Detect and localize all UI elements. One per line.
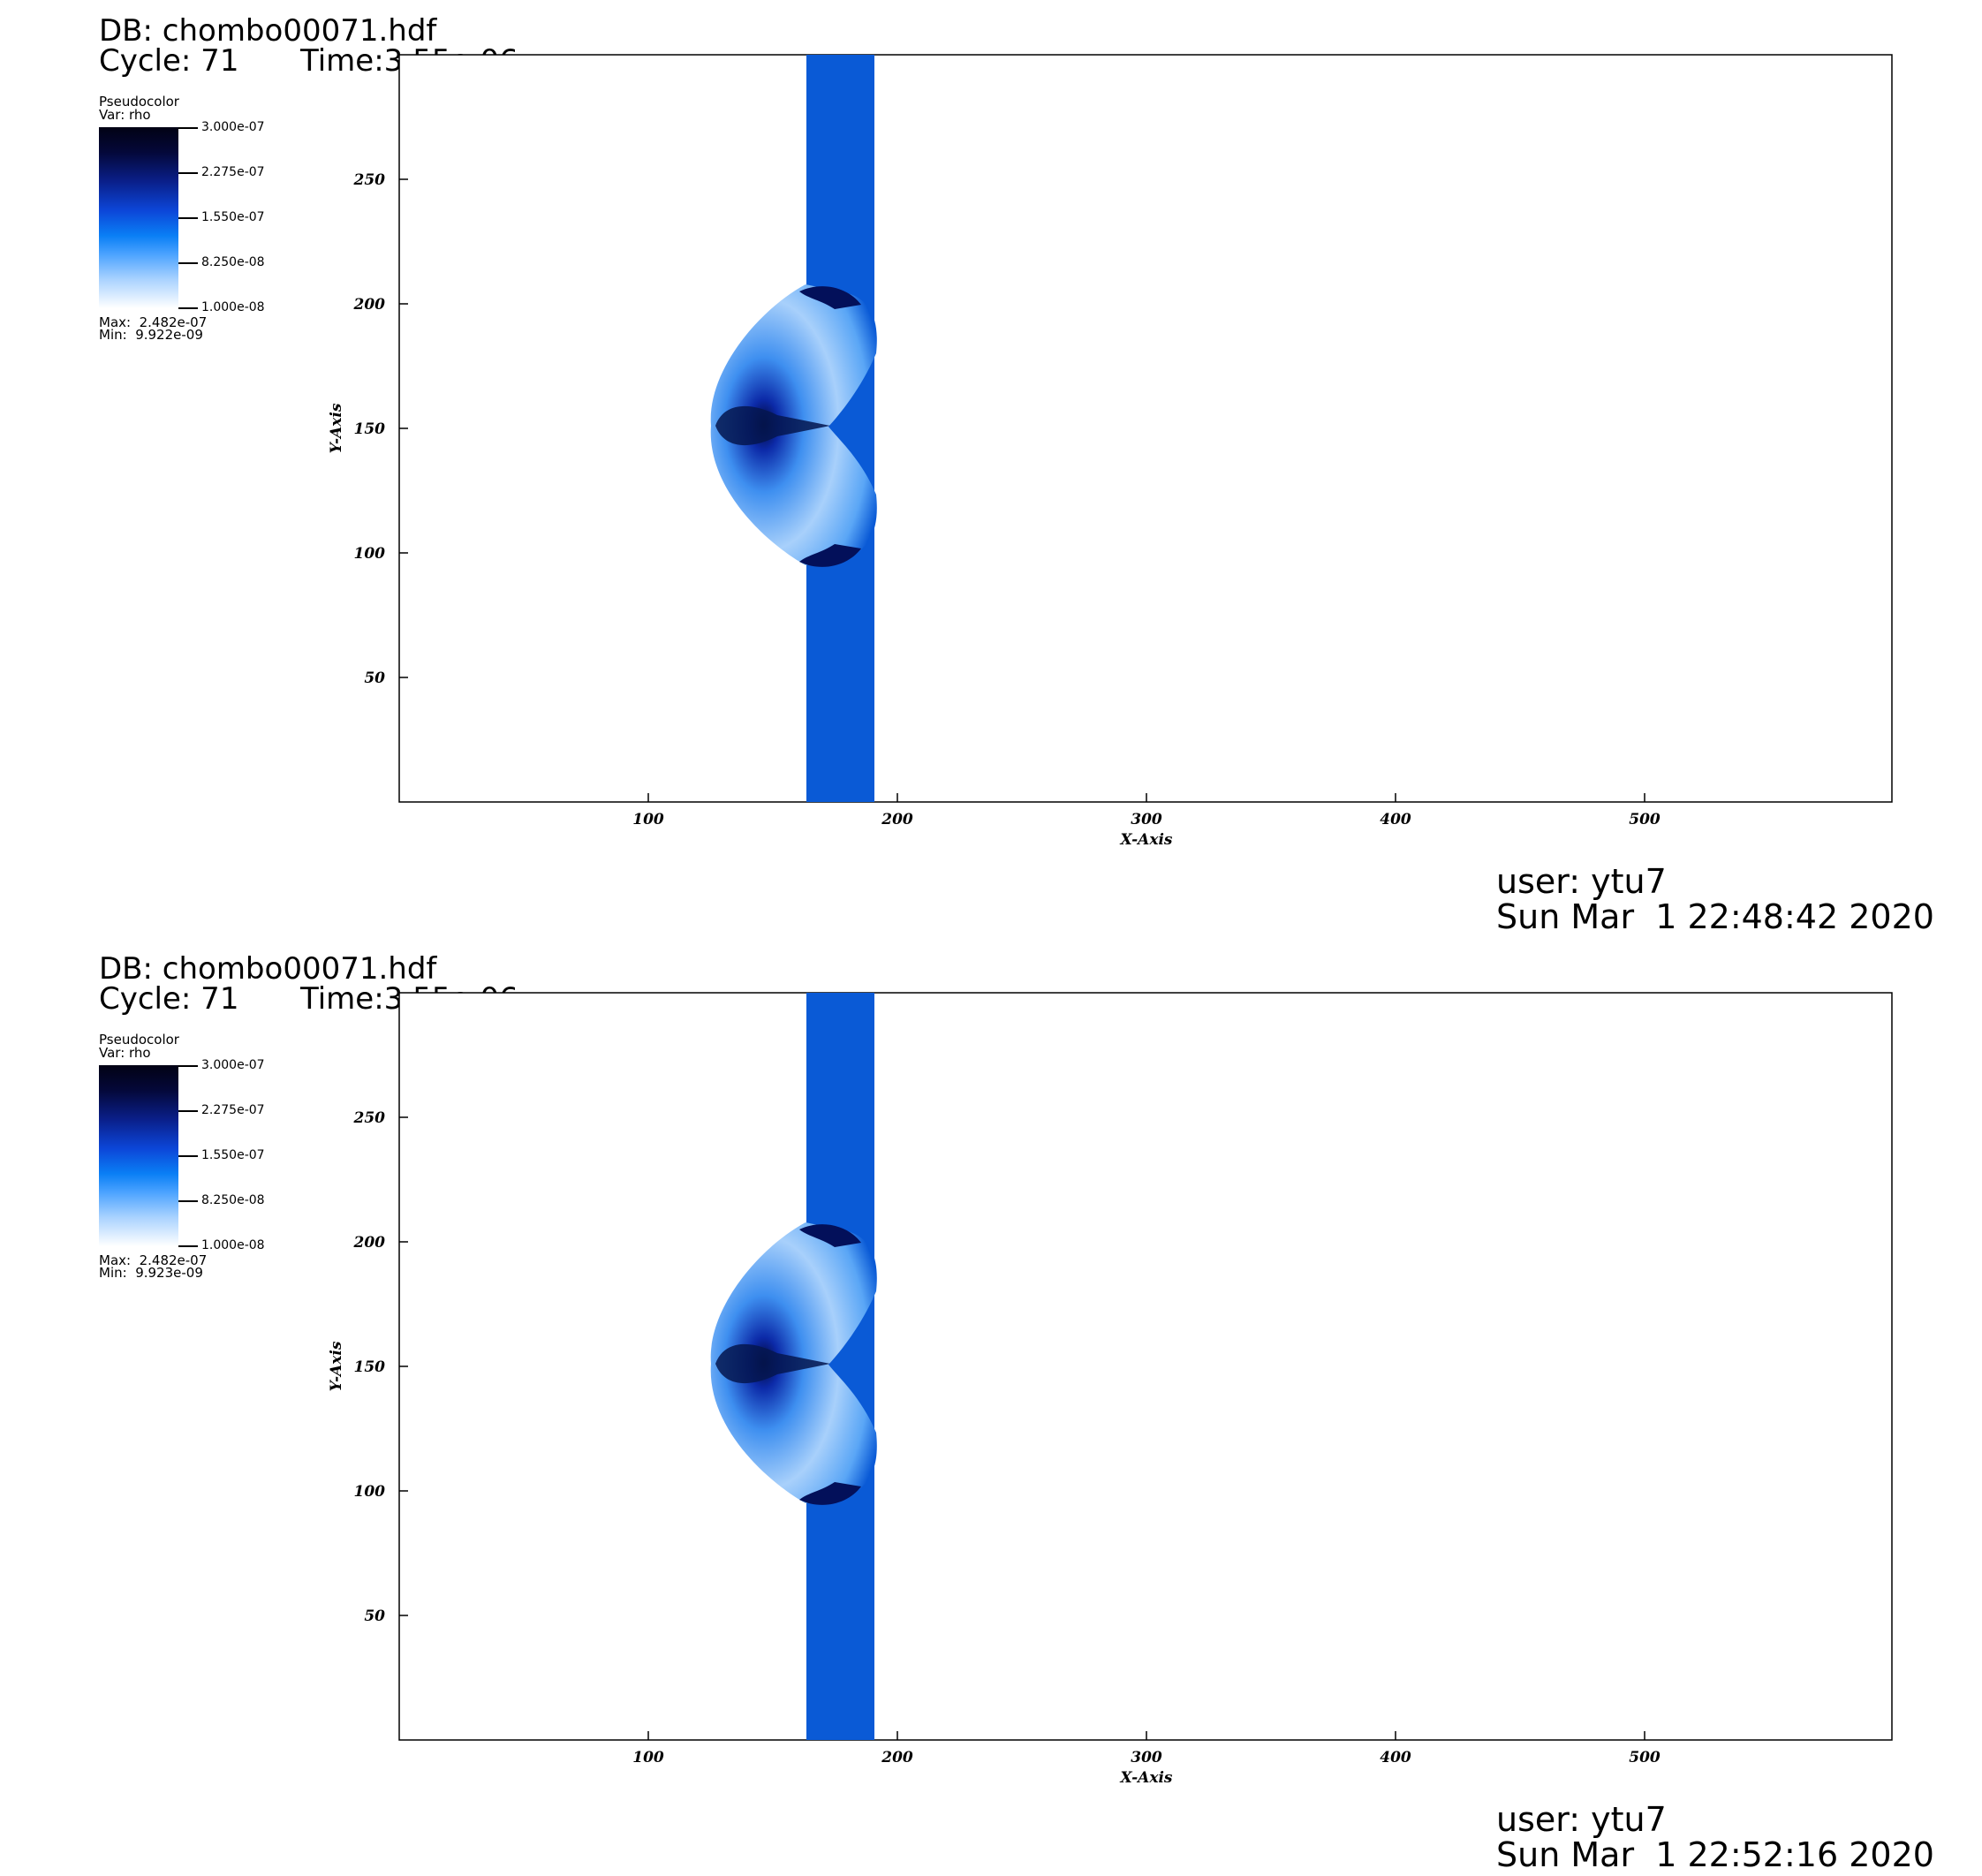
- upper-vortex: [799, 286, 861, 309]
- colorbar-tick: [178, 172, 198, 174]
- x-axis-ticks: [647, 793, 1645, 802]
- legend-max: Max: 2.482e-07: [99, 1252, 208, 1268]
- y-tick-label: 200: [353, 296, 386, 314]
- user-label: user: ytu7: [1496, 862, 1667, 901]
- y-tick-label: 100: [354, 545, 386, 563]
- database-label: DB: chombo00071.hdf: [99, 951, 437, 987]
- y-tick-label: 250: [353, 1109, 386, 1127]
- legend-min: Min: 9.923e-09: [99, 1265, 203, 1281]
- lower-vortex: [799, 544, 861, 567]
- x-axis-title: X-Axis: [1120, 831, 1173, 849]
- legend-variable: Var: rho: [99, 1045, 151, 1061]
- colorbar-tick: [178, 127, 198, 129]
- plot-frame: [398, 54, 1893, 803]
- colorbar-tick: [178, 1155, 198, 1157]
- colorbar-tick: [178, 262, 198, 264]
- x-tick-label: 300: [1131, 1749, 1162, 1766]
- colorbar-tick-label: 1.550e-07: [201, 210, 265, 224]
- colorbar-tick-label: 1.000e-08: [201, 1238, 265, 1252]
- y-tick-label: 50: [364, 1607, 385, 1625]
- colorbar-tick: [178, 1110, 198, 1112]
- pseudocolor-plot: 100 200 300 400 500 50 100 150 200 250 X…: [328, 992, 1893, 1787]
- colorbar: [99, 127, 178, 308]
- legend-title: Pseudocolor: [99, 94, 179, 110]
- colorbar-tick-label: 2.275e-07: [201, 1103, 265, 1117]
- database-label: DB: chombo00071.hdf: [99, 13, 437, 49]
- colorbar-tick-label: 1.000e-08: [201, 300, 265, 314]
- x-tick-label: 200: [881, 811, 913, 828]
- y-axis-title: Y-Axis: [328, 1341, 345, 1391]
- x-tick-label: 500: [1629, 1749, 1660, 1766]
- plot-frame: [398, 992, 1893, 1741]
- colorbar-tick-label: 3.000e-07: [201, 120, 265, 134]
- legend-min: Min: 9.922e-09: [99, 327, 203, 343]
- y-tick-label: 150: [354, 420, 386, 438]
- colorbar-tick-label: 3.000e-07: [201, 1058, 265, 1072]
- legend-max: Max: 2.482e-07: [99, 314, 208, 330]
- legend-title: Pseudocolor: [99, 1032, 179, 1048]
- y-tick-label: 200: [353, 1234, 386, 1252]
- colorbar-tick: [178, 1245, 198, 1247]
- x-tick-label: 200: [881, 1749, 913, 1766]
- y-tick-label: 150: [354, 1358, 386, 1376]
- y-axis-ticks: [399, 178, 408, 678]
- colorbar-tick: [178, 1065, 198, 1067]
- x-axis-title: X-Axis: [1120, 1769, 1173, 1787]
- lower-vortex: [799, 1482, 861, 1505]
- colorbar-tick-label: 2.275e-07: [201, 165, 265, 179]
- colorbar-tick: [178, 1200, 198, 1202]
- y-tick-label: 100: [354, 1483, 386, 1501]
- x-tick-label: 300: [1131, 811, 1162, 828]
- colorbar-tick-label: 8.250e-08: [201, 1193, 265, 1207]
- y-axis-ticks: [399, 1116, 408, 1616]
- y-tick-label: 250: [353, 171, 386, 189]
- x-tick-label: 400: [1380, 1749, 1411, 1766]
- colorbar-tick-label: 1.550e-07: [201, 1148, 265, 1162]
- legend-variable: Var: rho: [99, 107, 151, 123]
- core-region: [715, 1343, 830, 1384]
- x-tick-label: 100: [632, 811, 664, 828]
- pseudocolor-plot: 100 200 300 400 500 50 100 150 200 250 X…: [328, 54, 1893, 849]
- core-region: [715, 405, 830, 446]
- x-tick-label: 100: [632, 1749, 664, 1766]
- y-axis-title: Y-Axis: [328, 403, 345, 453]
- x-tick-label: 500: [1629, 811, 1660, 828]
- x-axis-ticks: [647, 1731, 1645, 1740]
- x-tick-label: 400: [1380, 811, 1411, 828]
- colorbar: [99, 1065, 178, 1246]
- visualization-panel-2: DB: chombo00071.hdf Cycle: 71 Time:3.55e…: [0, 938, 1982, 1876]
- colorbar-tick-label: 8.250e-08: [201, 255, 265, 269]
- y-tick-label: 50: [364, 669, 385, 687]
- colorbar-tick: [178, 217, 198, 219]
- colorbar-tick: [178, 307, 198, 309]
- cycle-label: Cycle: 71: [99, 43, 239, 79]
- visualization-panel-1: DB: chombo00071.hdf Cycle: 71 Time:3.55e…: [99, 13, 1934, 936]
- user-label: user: ytu7: [1496, 1800, 1667, 1839]
- cycle-label: Cycle: 71: [99, 981, 239, 1017]
- date-label: Sun Mar 1 22:48:42 2020: [1496, 897, 1934, 936]
- upper-vortex: [799, 1224, 861, 1247]
- date-label: Sun Mar 1 22:52:16 2020: [1496, 1835, 1934, 1874]
